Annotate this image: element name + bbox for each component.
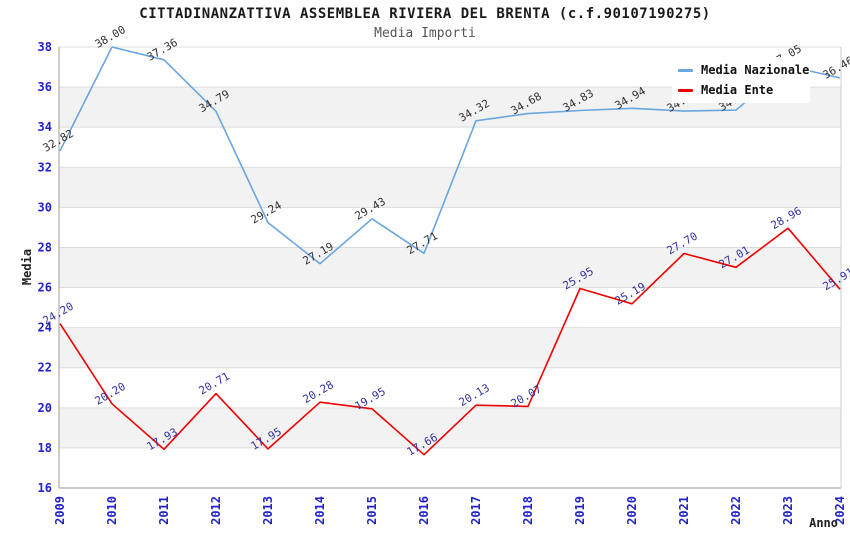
legend-item-media-nazionale: Media Nazionale — [678, 63, 810, 77]
legend: Media Nazionale Media Ente — [672, 57, 810, 103]
y-tick-label: 32 — [38, 160, 52, 174]
y-tick-label: 36 — [38, 80, 52, 94]
series-line-media-ente — [59, 227, 841, 456]
y-tick-label: 18 — [38, 441, 52, 455]
x-tick-label: 2022 — [729, 496, 743, 525]
y-tick-label: 30 — [38, 200, 52, 214]
y-tick-label: 38 — [38, 40, 52, 54]
x-tick-label: 2009 — [53, 496, 67, 525]
legend-label-media-nazionale: Media Nazionale — [701, 63, 810, 77]
grid-band — [59, 327, 841, 368]
point-label: 28.96 — [769, 204, 804, 232]
x-tick-label: 2020 — [625, 496, 639, 525]
x-tick-label: 2021 — [677, 496, 691, 525]
x-tick-label: 2015 — [365, 496, 379, 525]
legend-swatch-media-nazionale — [678, 68, 693, 72]
x-tick-label: 2017 — [469, 496, 483, 525]
x-tick-label: 2013 — [261, 496, 275, 525]
grid-band — [59, 247, 841, 288]
point-label: 20.28 — [301, 378, 336, 406]
x-tick-label: 2024 — [833, 496, 847, 525]
x-tick-label: 2019 — [573, 496, 587, 525]
y-tick-label: 26 — [38, 281, 52, 295]
y-tick-label: 22 — [38, 361, 52, 375]
legend-label-media-ente: Media Ente — [701, 83, 774, 97]
y-tick-label: 34 — [38, 120, 52, 134]
x-tick-label: 2010 — [105, 496, 119, 525]
legend-swatch-media-ente — [678, 88, 693, 92]
y-tick-label: 16 — [38, 481, 52, 495]
grid-band — [59, 407, 841, 448]
x-tick-label: 2018 — [521, 496, 535, 525]
point-label: 20.20 — [93, 380, 128, 408]
chart-title: CITTADINANZATTIVA ASSEMBLEA RIVIERA DEL … — [139, 6, 711, 22]
series-line-media-nazionale — [59, 46, 841, 265]
legend-item-media-ente: Media Ente — [678, 83, 810, 97]
x-tick-label: 2016 — [417, 496, 431, 525]
x-axis-title: Anno — [809, 516, 838, 530]
chart-subtitle: Media Importi — [374, 26, 476, 41]
point-label: 24.20 — [41, 300, 76, 328]
x-tick-label: 2011 — [157, 496, 171, 525]
x-tick-label: 2014 — [313, 496, 327, 525]
x-tick-label: 2012 — [209, 496, 223, 525]
y-tick-label: 20 — [38, 401, 52, 415]
point-label: 20.71 — [197, 370, 232, 398]
y-tick-label: 28 — [38, 240, 52, 254]
x-tick-label: 2023 — [781, 496, 795, 525]
y-tick-label: 24 — [38, 321, 52, 335]
y-axis-title: Media — [20, 248, 34, 286]
